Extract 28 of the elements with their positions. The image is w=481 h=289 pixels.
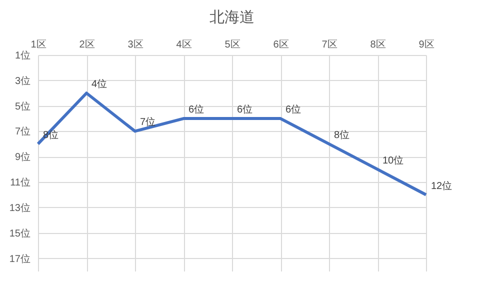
chart-title: 北海道 [210,9,254,26]
x-tick-label: 5区 [224,40,240,50]
y-tick-label: 15位 [9,227,30,240]
x-tick-label: 1区 [30,40,46,50]
data-label: 8位 [334,128,350,141]
data-label: 6位 [237,104,253,116]
data-label: 6位 [286,104,302,116]
data-label: 10位 [382,154,404,166]
y-tick-label: 17位 [9,252,30,265]
x-tick-label: 3区 [128,40,144,50]
x-tick-label: 2区 [79,40,95,50]
x-tick-label: 6区 [273,40,289,50]
x-tick-label: 8区 [370,40,386,50]
y-tick-label: 1位 [14,50,30,62]
data-label: 7位 [140,116,156,128]
line-series [36,92,428,196]
x-tick-label: 4区 [176,40,192,50]
data-label: 12位 [431,180,452,192]
x-tick-label: 7区 [322,40,338,50]
y-tick-label: 9位 [14,151,30,164]
y-tick-label: 5位 [14,100,30,112]
data-label: 6位 [188,104,204,116]
y-tick-label: 7位 [14,126,30,138]
x-tick-label: 9区 [418,40,434,50]
y-tick-label: 13位 [9,202,30,214]
data-label: 4位 [92,78,108,90]
y-tick-label: 11位 [10,176,30,189]
y-tick-label: 3位 [14,74,30,87]
